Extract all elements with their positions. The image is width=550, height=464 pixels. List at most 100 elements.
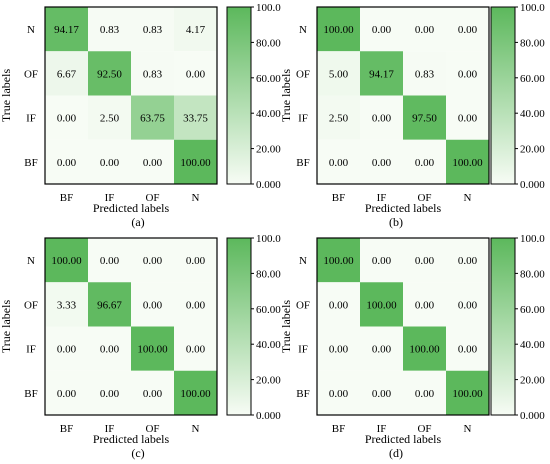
x-tick-label: IF xyxy=(105,423,115,435)
y-tick-label: OF xyxy=(296,299,310,311)
heatmap-cell xyxy=(317,282,360,327)
cell-value-label: 0.00 xyxy=(372,113,392,125)
matrix-frame xyxy=(316,6,490,185)
x-tick-label: BF xyxy=(332,423,345,435)
heatmap-cell xyxy=(446,238,489,283)
heatmap-cell xyxy=(446,139,489,184)
panel-b: 100.00 0.00 0.00 0.00 5.00 94.17 0.83 0.00 2.50 0… xyxy=(279,2,545,229)
cell-value-label: 0.00 xyxy=(372,388,392,400)
cell-value-label: 0.00 xyxy=(186,68,206,80)
x-tick-label: N xyxy=(464,192,472,204)
x-tick-label: N xyxy=(192,192,200,204)
cell-value-label: 4.17 xyxy=(186,24,206,36)
cell-value-label: 0.00 xyxy=(143,388,163,400)
matrix-frame xyxy=(44,6,218,185)
matrix-frame xyxy=(316,237,490,416)
cell-value-label: 2.50 xyxy=(329,113,349,125)
cell-value-label: 100.00 xyxy=(51,255,82,267)
heatmap-cell xyxy=(45,238,88,283)
colorbar xyxy=(226,237,252,416)
colorbar xyxy=(490,237,516,416)
y-tick-label: OF xyxy=(296,68,310,80)
cell-value-label: 0.00 xyxy=(186,255,206,267)
heatmap-cell xyxy=(45,139,88,184)
heatmap-cell xyxy=(403,370,446,415)
colorbar-tick-label: 40.00 xyxy=(256,108,281,120)
colorbar-tick-label: 100.0 xyxy=(256,233,281,245)
colorbar-tick-label: 80.00 xyxy=(520,37,545,49)
heatmap-cell xyxy=(360,7,403,52)
heatmap-cell xyxy=(88,7,131,52)
cell-value-label: 100.00 xyxy=(409,344,440,356)
x-tick-label: OF xyxy=(145,423,159,435)
cell-value-label: 0.00 xyxy=(372,24,392,36)
cell-value-label: 0.00 xyxy=(100,344,120,356)
cell-value-label: 0.00 xyxy=(372,344,392,356)
heatmap-cell xyxy=(131,238,174,283)
cell-value-label: 0.00 xyxy=(143,157,163,169)
matrix-frame xyxy=(44,237,218,416)
heatmap-cell xyxy=(403,282,446,327)
cell-value-label: 0.00 xyxy=(57,113,77,125)
heatmap-cell xyxy=(131,7,174,52)
cell-value-label: 0.00 xyxy=(458,68,478,80)
y-tick-label: IF xyxy=(298,113,308,125)
heatmap-cell xyxy=(317,51,360,96)
cell-value-label: 0.00 xyxy=(372,157,392,169)
heatmap-cell xyxy=(88,139,131,184)
cell-value-label: 0.00 xyxy=(458,344,478,356)
colorbar-tick-label: 80.00 xyxy=(256,268,281,280)
cell-value-label: 0.00 xyxy=(329,388,349,400)
x-tick-label: BF xyxy=(60,423,73,435)
heatmap-cell xyxy=(317,238,360,283)
heatmap-cell xyxy=(403,326,446,371)
heatmap-cell xyxy=(88,238,131,283)
cell-value-label: 0.83 xyxy=(143,24,163,36)
x-axis-label: Predicted labels xyxy=(365,432,442,446)
heatmap-cell xyxy=(174,7,217,52)
cell-value-label: 2.50 xyxy=(100,113,120,125)
heatmap-cell xyxy=(446,370,489,415)
heatmap-cell xyxy=(174,95,217,140)
x-tick-label: N xyxy=(192,423,200,435)
heatmap-cell xyxy=(317,370,360,415)
y-axis-label: True labels xyxy=(279,69,293,123)
cell-value-label: 100.00 xyxy=(323,255,354,267)
colorbar xyxy=(490,6,516,185)
cell-value-label: 0.83 xyxy=(143,68,163,80)
panel-caption: (a) xyxy=(131,215,144,229)
y-tick-label: N xyxy=(27,255,35,267)
y-tick-label: BF xyxy=(296,157,309,169)
heatmap-cell xyxy=(45,95,88,140)
heatmap-cell xyxy=(360,370,403,415)
cell-value-label: 0.00 xyxy=(415,299,435,311)
heatmap-cell xyxy=(88,95,131,140)
colorbar-tick-label: 0.000 xyxy=(256,410,281,422)
heatmap-cell xyxy=(360,139,403,184)
cell-value-label: 0.00 xyxy=(458,113,478,125)
cell-value-label: 100.00 xyxy=(180,388,211,400)
colorbar-tick-label: 20.00 xyxy=(520,375,545,387)
colorbar xyxy=(226,6,252,185)
cell-value-label: 0.00 xyxy=(143,255,163,267)
heatmap-cell xyxy=(45,7,88,52)
heatmap-cell xyxy=(446,282,489,327)
y-axis-label: True labels xyxy=(0,300,13,354)
y-axis-label: True labels xyxy=(279,300,293,354)
cell-value-label: 0.00 xyxy=(415,24,435,36)
heatmap-cell xyxy=(360,326,403,371)
y-tick-label: BF xyxy=(24,388,37,400)
colorbar-tick-label: 60.00 xyxy=(520,304,545,316)
cell-value-label: 3.33 xyxy=(57,299,77,311)
heatmap-cell xyxy=(131,326,174,371)
heatmap-cell xyxy=(174,238,217,283)
cell-value-label: 100.00 xyxy=(137,344,168,356)
colorbar-tick-label: 40.00 xyxy=(256,339,281,351)
cell-value-label: 0.00 xyxy=(186,344,206,356)
cell-value-label: 0.00 xyxy=(415,255,435,267)
colorbar-tick-label: 0.000 xyxy=(256,179,281,191)
colorbar-tick-label: 0.000 xyxy=(520,179,545,191)
cell-value-label: 0.00 xyxy=(186,299,206,311)
panel-caption: (b) xyxy=(389,215,403,229)
heatmap-cell xyxy=(45,370,88,415)
